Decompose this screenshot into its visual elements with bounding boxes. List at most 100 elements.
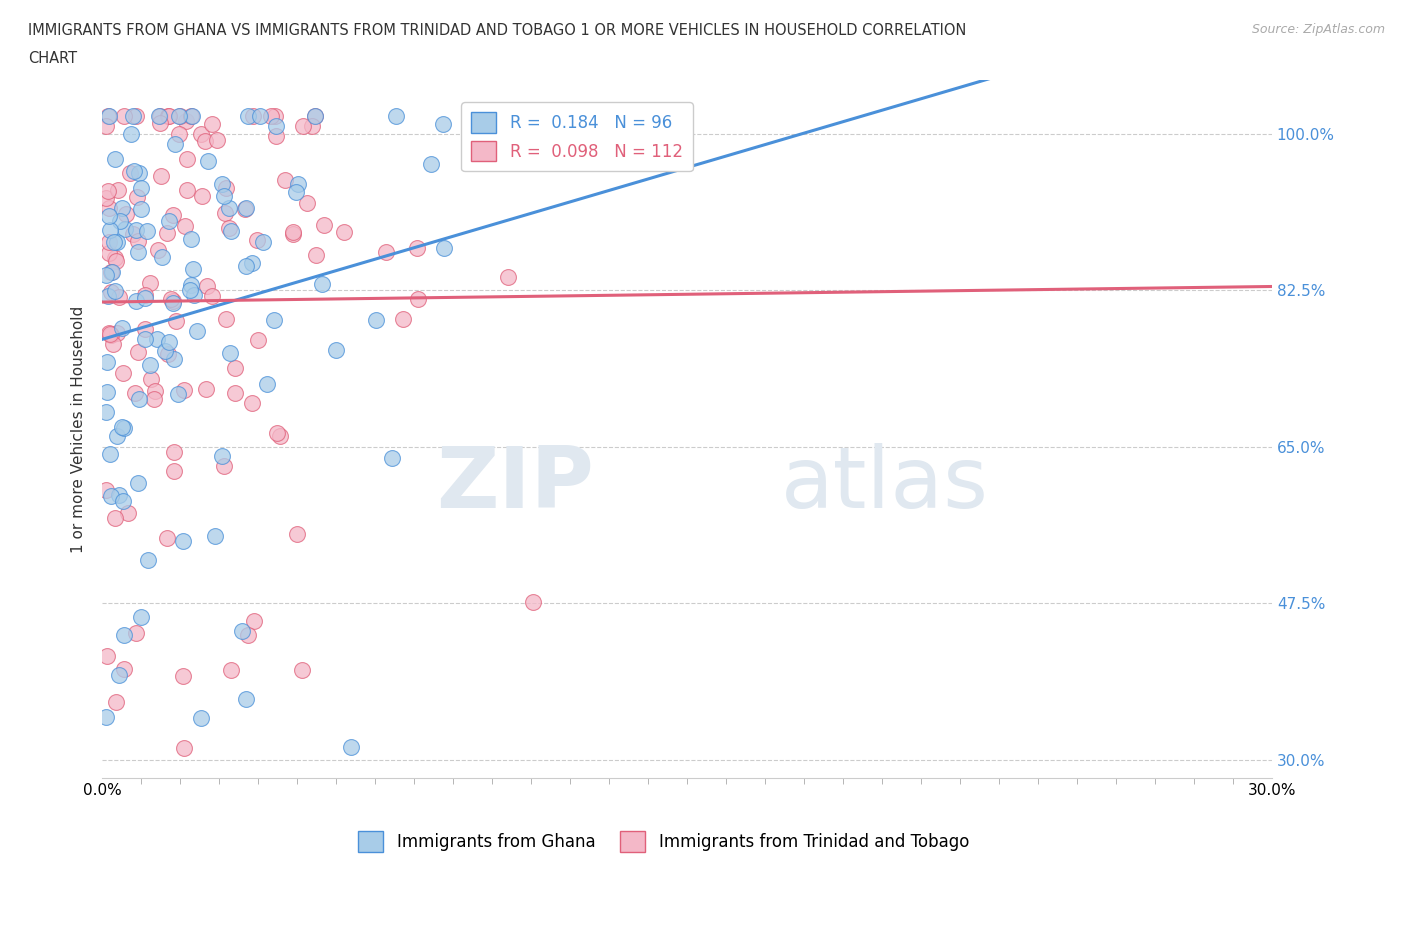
Point	[127, 345, 149, 360]
Point	[97, 234, 120, 249]
Point	[264, 128, 287, 143]
Point	[195, 381, 218, 396]
Point	[122, 227, 145, 242]
Point	[266, 425, 288, 440]
Point	[94, 268, 117, 283]
Point	[291, 663, 314, 678]
Point	[149, 109, 172, 124]
Point	[125, 189, 148, 204]
Point	[111, 365, 134, 380]
Point	[94, 483, 117, 498]
Point	[194, 134, 217, 149]
Point	[139, 276, 162, 291]
Point	[219, 224, 242, 239]
Point	[141, 372, 163, 387]
Point	[167, 387, 190, 402]
Point	[186, 324, 208, 339]
Point	[291, 119, 314, 134]
Point	[384, 109, 406, 124]
Point	[214, 206, 236, 220]
Point	[183, 287, 205, 302]
Point	[218, 220, 240, 235]
Point	[311, 277, 333, 292]
Point	[207, 132, 229, 147]
Point	[176, 182, 198, 197]
Y-axis label: 1 or more Vehicles in Household: 1 or more Vehicles in Household	[72, 305, 86, 552]
Point	[101, 265, 124, 280]
Point	[242, 614, 264, 629]
Point	[127, 245, 149, 259]
Point	[96, 648, 118, 663]
Point	[143, 392, 166, 406]
Point	[153, 343, 176, 358]
Point	[180, 232, 202, 246]
Point	[274, 172, 297, 187]
Point	[212, 188, 235, 203]
Point	[162, 294, 184, 309]
Point	[98, 446, 121, 461]
Point	[104, 152, 127, 166]
Point	[256, 376, 278, 391]
Point	[224, 386, 246, 401]
Point	[235, 200, 257, 215]
Point	[285, 526, 308, 541]
Point	[263, 313, 285, 328]
Point	[496, 269, 519, 284]
Point	[125, 222, 148, 237]
Point	[211, 177, 233, 192]
Point	[405, 241, 427, 256]
Point	[134, 322, 156, 337]
Point	[134, 288, 156, 303]
Point	[281, 224, 304, 239]
Point	[190, 126, 212, 141]
Point	[131, 609, 153, 624]
Point	[97, 208, 120, 223]
Point	[197, 153, 219, 168]
Point	[112, 662, 135, 677]
Point	[124, 386, 146, 401]
Point	[120, 126, 142, 141]
Point	[127, 233, 149, 248]
Point	[269, 429, 291, 444]
Point	[103, 235, 125, 250]
Point	[167, 126, 190, 141]
Point	[242, 109, 264, 124]
Point	[115, 207, 138, 222]
Point	[246, 333, 269, 348]
Text: CHART: CHART	[28, 51, 77, 66]
Legend: Immigrants from Ghana, Immigrants from Trinidad and Tobago: Immigrants from Ghana, Immigrants from T…	[352, 825, 976, 858]
Point	[180, 277, 202, 292]
Point	[110, 214, 132, 229]
Point	[105, 253, 128, 268]
Point	[156, 226, 179, 241]
Point	[304, 109, 326, 124]
Point	[125, 294, 148, 309]
Point	[97, 183, 120, 198]
Point	[162, 296, 184, 311]
Point	[97, 288, 120, 303]
Point	[235, 259, 257, 273]
Point	[112, 628, 135, 643]
Point	[204, 529, 226, 544]
Point	[173, 741, 195, 756]
Point	[325, 342, 347, 357]
Point	[94, 405, 117, 419]
Point	[125, 626, 148, 641]
Point	[134, 291, 156, 306]
Point	[179, 283, 201, 298]
Point	[195, 278, 218, 293]
Point	[118, 166, 141, 180]
Point	[214, 181, 236, 196]
Point	[246, 232, 269, 247]
Point	[150, 168, 173, 183]
Point	[201, 117, 224, 132]
Point	[112, 421, 135, 436]
Point	[312, 218, 335, 232]
Point	[218, 345, 240, 360]
Point	[94, 119, 117, 134]
Point	[238, 627, 260, 642]
Point	[249, 109, 271, 124]
Point	[333, 224, 356, 239]
Point	[103, 250, 125, 265]
Point	[163, 464, 186, 479]
